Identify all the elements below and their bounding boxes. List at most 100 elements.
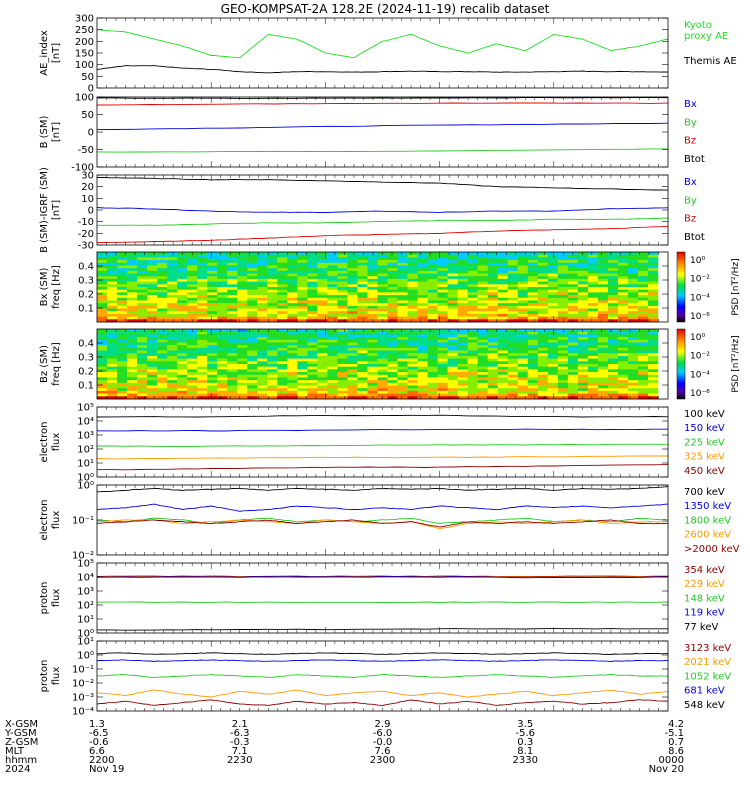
heatmap-cell [347,380,358,384]
heatmap-cell [117,364,128,367]
heatmap-cell [337,300,348,304]
heatmap-cell [597,382,609,386]
heatmap-cell [367,257,378,261]
heatmap-cell [417,300,428,304]
heatmap-cell [257,292,268,296]
heatmap-cell [197,287,208,290]
heatmap-cell [607,308,619,312]
heatmap-cell [327,292,338,296]
heatmap-cell [197,254,208,258]
heatmap-cell [257,355,268,359]
heatmap-cell [347,382,358,386]
heatmap-cell [197,353,208,357]
heatmap-cell [457,393,468,397]
heatmap-cell [347,295,358,299]
heatmap-cell [327,374,338,378]
heatmap-cell [207,311,218,315]
heatmap-cell [427,268,438,272]
heatmap-cell [417,289,428,293]
heatmap-cell [437,252,448,255]
heatmap-cell [527,345,539,349]
heatmap-cell [117,339,128,343]
heatmap-cell [247,319,258,323]
heatmap-cell [157,353,168,357]
heatmap-cell [497,262,509,266]
heatmap-cell [517,292,529,296]
heatmap-cell [577,380,589,384]
heatmap-cell [547,297,559,301]
heatmap-cell [517,350,529,354]
heatmap-cell [627,308,639,312]
heatmap-cell [567,303,579,307]
heatmap-cell [577,270,589,274]
y-tick-label: 10⁴ [77,417,94,428]
heatmap-cell [527,390,539,394]
heatmap-cell [107,361,118,365]
heatmap-cell [417,278,428,282]
heatmap-cell [337,252,348,255]
heatmap-cell [387,355,398,359]
heatmap-cell [307,350,318,354]
heatmap-cell [557,278,569,282]
heatmap-cell [527,295,539,299]
heatmap-cell [637,319,649,323]
heatmap-cell [187,372,198,376]
heatmap-cell [447,319,458,323]
heatmap-cell [167,270,178,274]
heatmap-cell [237,319,248,323]
heatmap-cell [357,287,368,290]
y-tick-label: -30 [78,241,94,252]
heatmap-cell [457,297,468,301]
heatmap-cell [147,262,158,266]
heatmap-cell [107,295,118,299]
heatmap-cell [487,305,499,309]
heatmap-cell [257,260,268,264]
heatmap-cell [107,353,118,357]
heatmap-cell [607,270,619,274]
heatmap-cell [447,284,458,288]
heatmap-cell [397,374,408,378]
heatmap-cell [507,358,519,362]
ephemeris-value: 7.1 [232,746,248,757]
heatmap-cell [637,337,649,341]
heatmap-cell [427,316,438,320]
heatmap-cell [577,334,589,338]
heatmap-cell [347,289,358,293]
heatmap-cell [327,319,338,323]
heatmap-cell [467,287,478,290]
heatmap-cell [207,260,218,264]
heatmap-cell [337,308,348,312]
y-tick-label: -50 [78,145,94,156]
heatmap-cell [377,276,388,280]
heatmap-cell [517,270,529,274]
heatmap-cell [627,361,639,365]
heatmap-cell [497,396,509,400]
heatmap-cell [537,311,549,315]
heatmap-cell [407,339,418,343]
heatmap-cell [617,353,629,357]
heatmap-cell [507,390,519,394]
heatmap-cell [247,339,258,343]
heatmap-cell [377,380,388,384]
heatmap-cell [177,281,188,285]
heatmap-cell [397,390,408,394]
heatmap-cell [297,265,308,269]
heatmap-cell [587,366,599,370]
heatmap-cell [297,289,308,293]
heatmap-cell [317,342,328,346]
heatmap-cell [107,396,118,400]
heatmap-cell [417,353,428,357]
heatmap-cell [117,262,128,266]
heatmap-cell [637,289,649,293]
heatmap-cell [387,393,398,397]
heatmap-cell [517,364,529,367]
heatmap-cell [637,358,649,362]
heatmap-cell [447,276,458,280]
heatmap-cell [367,329,378,332]
heatmap-cell [647,287,659,290]
heatmap-cell [577,361,589,365]
heatmap-cell [447,337,458,341]
heatmap-cell [337,278,348,282]
heatmap-cell [417,382,428,386]
